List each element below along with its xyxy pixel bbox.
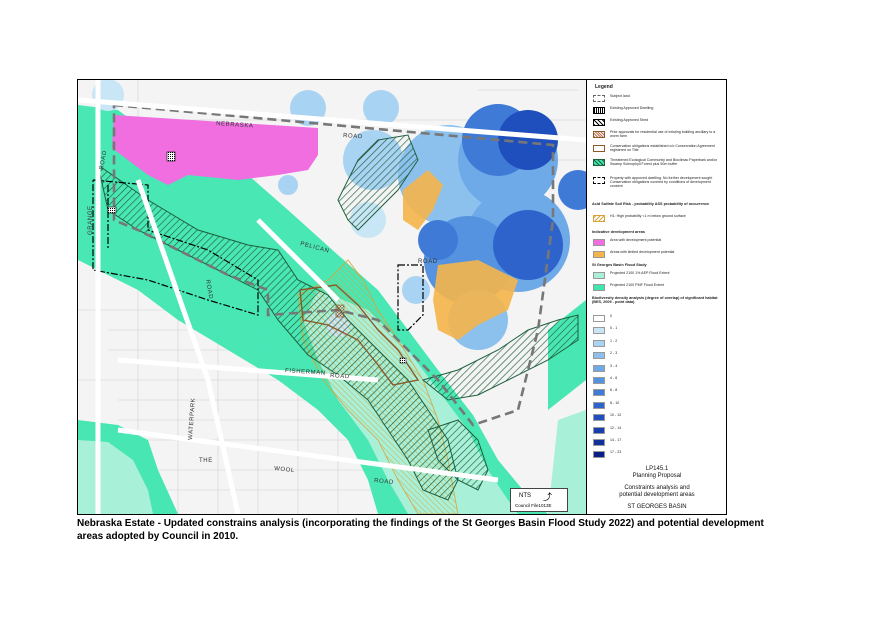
legend-title: Legend xyxy=(595,84,613,90)
biodiversity-swatch-icon xyxy=(593,426,605,434)
biodiversity-swatch-icon xyxy=(593,401,605,409)
acid-sulfate-heading: Acid Sulfate Soil Risk - probability ASS… xyxy=(592,202,710,206)
street-label: FISHERMAN xyxy=(285,368,326,377)
development-potential-area xyxy=(112,115,318,185)
legend-item-biodiversity: 1 - 2 xyxy=(591,339,723,349)
street-label: THE xyxy=(199,458,213,464)
legend-item-limited-development: Areas with limited development potential xyxy=(591,250,723,260)
legend-item-aep-flood: Projected 2100 1% AEP Flood Extent xyxy=(591,271,723,281)
legend-item-biodiversity: 14 - 17 xyxy=(591,438,723,448)
legend-item-conservation: Conservation obligations established c/o… xyxy=(591,144,723,154)
street-label: GRANGE xyxy=(88,205,94,235)
nts-label: NTS xyxy=(519,493,531,499)
legend-item-subject-land: Subject land xyxy=(591,94,723,104)
biodiversity-swatch-icon xyxy=(593,414,605,422)
legend-item-dwelling: Existing Approved Dwelling xyxy=(591,106,723,116)
biodiversity-swatch-icon xyxy=(593,315,605,322)
legend-item-biodiversity: 17 - 23 xyxy=(591,450,723,460)
biodiversity-swatch-icon xyxy=(593,339,605,347)
legend-item-development-potential: Area with development potential xyxy=(591,238,723,248)
street-label: NEBRASKA xyxy=(216,121,254,130)
legend-item-biodiversity: 2 - 3 xyxy=(591,351,723,361)
biodiversity-swatch-icon xyxy=(593,352,605,360)
biodiversity-heading: Biodiversity density analysis (degree of… xyxy=(592,296,718,305)
street-label: ROAD xyxy=(418,259,438,265)
north-arrow-icon: ⤴ xyxy=(543,492,553,502)
street-labels: NEBRASKA ROAD GRANGE ROAD PELICAN ROAD R… xyxy=(88,121,438,486)
figure-caption: Nebraska Estate - Updated constrains ana… xyxy=(77,518,764,542)
title-block-subtitle: Constraints analysis and potential devel… xyxy=(619,485,695,498)
tec-buffer-area xyxy=(97,134,579,501)
flood-study-heading: St Georges Basin Flood Study xyxy=(592,263,647,267)
development-potential-icon xyxy=(593,239,605,246)
biodiversity-swatch-icon xyxy=(593,451,605,459)
title-block-type: Planning Proposal xyxy=(632,473,682,479)
street-label: ROAD xyxy=(99,150,108,171)
dwelling-icon xyxy=(593,107,605,114)
biodiversity-density xyxy=(92,80,586,350)
biodiversity-swatch-icon xyxy=(593,389,605,397)
biodiversity-swatch-icon xyxy=(593,327,605,335)
legend-item-shed: Existing Approved Shed xyxy=(591,118,723,128)
biodiversity-swatch-icon xyxy=(593,439,605,446)
legend-item-tec: Threatened Ecological Community and Bioc… xyxy=(591,158,723,172)
title-block-ref: LP145.1 xyxy=(645,466,669,472)
limited-development-icon xyxy=(593,251,605,258)
street-label: WOOL xyxy=(274,466,295,474)
dwelling-icon xyxy=(107,206,117,214)
pmf-flood-icon xyxy=(593,284,605,291)
conservation-agreement-icon xyxy=(593,145,605,152)
aep-flood-icon xyxy=(593,272,605,279)
constraints-map: NEBRASKA ROAD GRANGE ROAD PELICAN ROAD R… xyxy=(78,80,586,514)
indicative-development-heading: Indicative development areas xyxy=(592,230,645,234)
legend-item-biodiversity: 12 - 14 xyxy=(591,426,723,436)
council-file-label: Council File1013E xyxy=(515,503,552,508)
street-label: ROAD xyxy=(204,279,213,300)
legend-item-acid-sulfate: H1: High probability <1 m below ground s… xyxy=(591,214,723,224)
street-label: ROAD xyxy=(330,373,350,380)
map-legend: Legend Subject land Existing Approved Dw… xyxy=(586,80,726,514)
shed-icon xyxy=(593,119,605,126)
acid-sulfate-icon xyxy=(593,215,605,222)
legend-item-prior-approval: Prior approvals for residential use of e… xyxy=(591,130,723,140)
dwelling-icon xyxy=(166,151,176,162)
limited-development-area xyxy=(403,170,518,340)
biodiversity-swatch-icon xyxy=(593,364,605,372)
dashdot-boundary-icon xyxy=(593,177,605,184)
north-arrow-box: NTS ⤴ Council File1013E xyxy=(510,488,568,512)
legend-item-biodiversity: 8 - 10 xyxy=(591,401,723,411)
legend-item-biodiversity: 4 - 6 xyxy=(591,376,723,386)
legend-item-biodiversity: 3 - 4 xyxy=(591,364,723,374)
approved-dwelling-property xyxy=(92,179,424,331)
dwelling-icon xyxy=(399,357,407,364)
prior-approval-icon xyxy=(593,131,605,138)
tec-hatch-icon xyxy=(593,159,605,166)
legend-item-biodiversity: 0 - 1 xyxy=(591,326,723,336)
street-label: WATERPARK xyxy=(188,398,197,441)
dashed-boundary-icon xyxy=(593,95,605,102)
street-label: ROAD xyxy=(374,478,394,486)
legend-item-biodiversity: 0 xyxy=(591,314,723,324)
conservation-agreement-boundary xyxy=(299,284,420,386)
title-block-locality: ST GEORGES BASIN xyxy=(627,504,687,510)
legend-item-approved-property: Property with approved dwelling. No furt… xyxy=(591,176,723,194)
legend-item-biodiversity: 6 - 8 xyxy=(591,388,723,398)
street-label: ROAD xyxy=(343,133,363,140)
legend-item-pmf-flood: Projected 2100 PMF Flood Extent xyxy=(591,283,723,293)
biodiversity-swatch-icon xyxy=(593,377,605,384)
prior-approval-icon xyxy=(335,304,345,318)
legend-item-biodiversity: 10 - 12 xyxy=(591,413,723,423)
map-figure: NEBRASKA ROAD GRANGE ROAD PELICAN ROAD R… xyxy=(77,79,727,515)
road-network xyxy=(78,80,586,514)
